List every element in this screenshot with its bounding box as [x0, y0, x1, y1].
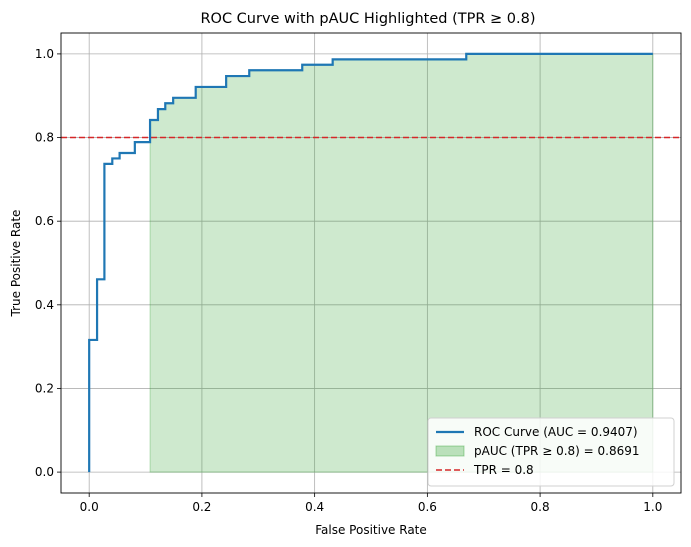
y-tick-label: 0.0 [35, 465, 54, 479]
x-tick-label: 0.0 [80, 500, 99, 514]
x-tick-label: 0.4 [305, 500, 324, 514]
y-tick-label: 0.4 [35, 298, 54, 312]
legend-pauc-swatch [435, 445, 465, 457]
plot-area [60, 32, 682, 494]
y-tick-label: 0.2 [35, 381, 54, 395]
x-tick-label: 0.2 [192, 500, 211, 514]
x-tick-label: 0.8 [531, 500, 550, 514]
legend-label: pAUC (TPR ≥ 0.8) = 0.8691 [474, 444, 640, 458]
legend: ROC Curve (AUC = 0.9407) pAUC (TPR ≥ 0.8)… [427, 417, 675, 487]
x-axis-label: False Positive Rate [315, 523, 427, 537]
y-axis-ticks: 0.0 0.2 0.4 0.6 0.8 1.0 [35, 47, 61, 479]
legend-frame [427, 417, 675, 487]
y-tick-label: 1.0 [35, 47, 54, 61]
chart-title: ROC Curve with pAUC Highlighted (TPR ≥ 0… [200, 11, 535, 27]
y-tick-label: 0.6 [35, 214, 54, 228]
plot-frame [60, 32, 682, 494]
x-axis-ticks: 0.0 0.2 0.4 0.6 0.8 1.0 [80, 493, 662, 514]
legend-label: TPR = 0.8 [473, 463, 534, 477]
y-axis-label: True Positive Rate [9, 210, 23, 318]
x-tick-label: 1.0 [643, 500, 662, 514]
x-tick-label: 0.6 [418, 500, 437, 514]
legend-label: ROC Curve (AUC = 0.9407) [474, 425, 638, 439]
y-tick-label: 0.8 [35, 131, 54, 145]
pauc-fill-area [149, 53, 654, 473]
roc-curve-line [88, 52, 653, 473]
